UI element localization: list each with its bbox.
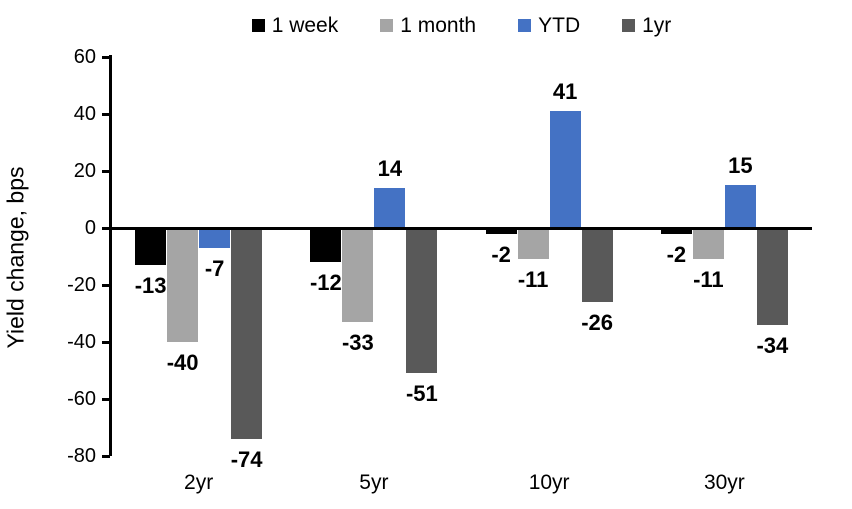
data-label: -12 [309, 270, 342, 296]
bar [549, 111, 581, 228]
data-label: -33 [341, 330, 374, 356]
legend-label: 1yr [642, 13, 672, 37]
y-tick-mark [102, 341, 110, 344]
bar [692, 228, 724, 260]
legend-item: 1yr [622, 15, 671, 36]
bar [724, 185, 756, 228]
data-label: -11 [517, 267, 549, 293]
y-tick-label: 40 [73, 103, 96, 125]
bar [406, 228, 438, 374]
data-label: -26 [581, 310, 614, 336]
bar [581, 228, 613, 303]
y-tick-label: -60 [67, 388, 96, 410]
bar [167, 228, 199, 342]
y-tick-label: -20 [67, 274, 96, 296]
bar [199, 228, 231, 248]
data-label: -7 [204, 255, 225, 281]
legend-swatch-icon [622, 18, 636, 32]
x-category-label: 5yr [359, 471, 389, 494]
bar [660, 228, 692, 234]
legend-label: YTD [538, 13, 581, 37]
x-category-label: 2yr [184, 471, 214, 494]
legend-item: YTD [518, 15, 580, 36]
y-axis-line [109, 55, 112, 456]
legend-swatch-icon [380, 18, 394, 32]
bar [342, 228, 374, 323]
data-label: -74 [230, 446, 263, 472]
bar [374, 188, 406, 228]
x-category-label: 30yr [703, 471, 745, 494]
data-label: 15 [728, 153, 753, 179]
y-tick-mark [102, 284, 110, 287]
legend-item: 1 month [380, 15, 476, 36]
legend-item: 1 week [251, 13, 339, 37]
legend-label: 1 month [400, 13, 477, 37]
data-label: -13 [134, 273, 167, 299]
y-tick-mark [102, 455, 110, 458]
y-tick-mark [102, 113, 110, 116]
data-label: -2 [491, 241, 511, 267]
y-tick-mark [102, 227, 110, 230]
y-axis-title: Yield change, bps [2, 166, 29, 349]
chart-legend: 1 week 1 month YTD 1yr [111, 10, 812, 40]
legend-swatch-icon [518, 18, 532, 32]
data-label: 41 [552, 79, 578, 105]
bar [485, 228, 517, 234]
y-tick-label: 60 [73, 46, 96, 68]
legend-swatch-icon [251, 18, 265, 32]
y-tick-mark [102, 398, 110, 401]
y-tick-mark [102, 170, 110, 173]
y-tick-label: -40 [67, 331, 96, 353]
data-label: -40 [166, 350, 199, 375]
data-label: -11 [693, 267, 724, 293]
data-label: -51 [405, 381, 438, 407]
bar [756, 228, 788, 325]
bar [135, 228, 167, 266]
legend-label: 1 week [271, 13, 339, 37]
y-tick-label: -80 [67, 445, 96, 467]
bar [310, 228, 342, 263]
y-tick-label: 0 [84, 217, 96, 239]
x-axis-zero-line [111, 227, 812, 230]
y-tick-mark [102, 56, 110, 59]
y-tick-label: 20 [73, 160, 96, 182]
data-label: -2 [666, 241, 687, 267]
bar [231, 228, 263, 439]
bar [517, 228, 549, 260]
x-category-label: 10yr [528, 471, 570, 494]
data-label: -34 [756, 332, 789, 358]
data-label: 14 [377, 156, 403, 182]
